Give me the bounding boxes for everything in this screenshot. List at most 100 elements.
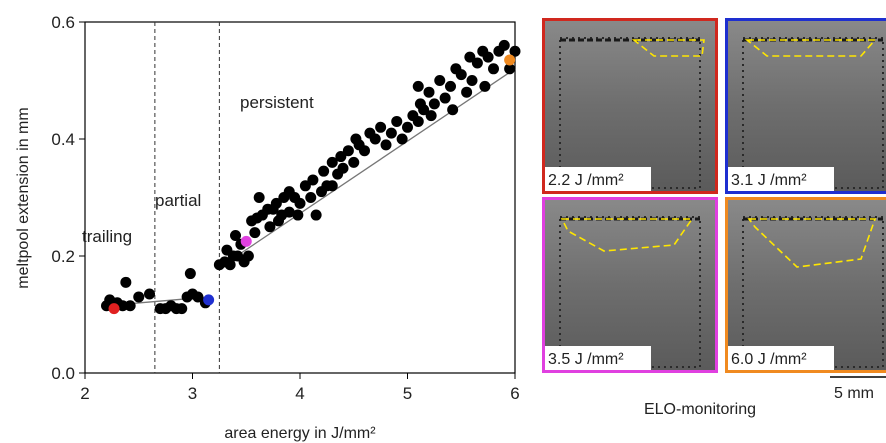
data-point xyxy=(224,259,236,271)
x-tick-label: 6 xyxy=(510,384,519,403)
data-point xyxy=(342,145,354,157)
y-tick-label: 0.6 xyxy=(51,13,75,32)
data-point xyxy=(412,115,424,127)
data-point xyxy=(464,51,476,63)
data-point xyxy=(253,192,265,203)
data-point xyxy=(375,121,387,133)
data-point xyxy=(240,235,252,247)
data-point xyxy=(479,80,491,92)
data-point xyxy=(509,45,521,57)
data-point xyxy=(434,75,446,86)
data-point xyxy=(385,127,397,139)
panel-border xyxy=(542,18,718,194)
y-tick-label: 0.2 xyxy=(51,247,75,266)
data-point xyxy=(283,186,295,198)
data-point xyxy=(270,197,282,209)
data-point xyxy=(380,139,392,151)
panel-image xyxy=(725,197,886,373)
data-point xyxy=(242,250,254,262)
label-box xyxy=(545,346,651,370)
data-point xyxy=(425,110,437,122)
panel-image xyxy=(725,18,886,194)
image-panel: 2.2 J /mm² xyxy=(542,18,718,194)
data-point xyxy=(318,165,330,177)
panel-label: 3.5 J /mm² xyxy=(548,351,624,368)
data-point xyxy=(326,156,338,168)
scale-bar-label: 5 mm xyxy=(834,385,874,402)
x-tick-label: 5 xyxy=(403,384,412,403)
panel-image xyxy=(542,197,718,373)
y-tick-label: 0.0 xyxy=(51,364,75,383)
x-tick-label: 2 xyxy=(80,384,89,403)
x-tick-label: 4 xyxy=(295,384,304,403)
data-point xyxy=(359,145,370,157)
label-box xyxy=(728,167,834,191)
x-axis-title: area energy in J/mm² xyxy=(224,425,376,442)
data-point xyxy=(504,63,516,75)
data-point xyxy=(176,303,188,315)
data-point xyxy=(396,133,408,145)
data-point xyxy=(402,121,413,133)
label-box xyxy=(545,167,651,191)
data-point xyxy=(391,115,403,127)
data-point xyxy=(249,227,261,239)
fit-line xyxy=(219,68,516,269)
y-tick-label: 0.4 xyxy=(51,130,75,149)
data-point xyxy=(326,180,338,192)
panel-label: 6.0 J /mm² xyxy=(731,351,807,368)
panel-image xyxy=(542,18,718,194)
meltpool-outline xyxy=(631,39,705,57)
data-point xyxy=(423,86,435,98)
panel-border xyxy=(725,197,886,373)
data-point xyxy=(120,276,132,288)
label-box xyxy=(728,346,834,370)
data-point xyxy=(455,69,467,81)
y-axis-title: meltpool extension in mm xyxy=(15,107,32,288)
data-point xyxy=(348,156,360,168)
panel-label: 3.1 J /mm² xyxy=(731,172,807,189)
data-point xyxy=(310,209,322,221)
data-point xyxy=(117,300,129,312)
meltpool-outline xyxy=(747,218,877,268)
panel-label: 2.2 J /mm² xyxy=(548,172,624,189)
data-point xyxy=(335,151,347,163)
data-point xyxy=(471,57,483,69)
data-point xyxy=(203,294,215,306)
region-label: partial xyxy=(155,191,201,210)
data-point xyxy=(124,300,136,312)
panel-border xyxy=(725,18,886,194)
data-point xyxy=(307,174,319,186)
image-panel: 6.0 J /mm² xyxy=(725,197,886,373)
data-point xyxy=(445,80,456,92)
data-point xyxy=(184,268,196,280)
meltpool-outline xyxy=(744,39,877,57)
data-point xyxy=(305,192,317,203)
x-tick-label: 3 xyxy=(188,384,197,403)
panel-border xyxy=(542,197,718,373)
data-point xyxy=(294,197,306,209)
data-point xyxy=(466,75,478,86)
data-point xyxy=(264,221,276,233)
data-point xyxy=(292,209,304,221)
data-point xyxy=(337,162,349,174)
data-point xyxy=(482,51,494,63)
data-point xyxy=(369,133,381,145)
image-panel: 3.1 J /mm² xyxy=(725,18,886,194)
data-point xyxy=(412,80,424,92)
region-label: persistent xyxy=(240,93,314,112)
meltpool-outline xyxy=(560,218,694,252)
data-point xyxy=(447,104,459,116)
data-point xyxy=(461,86,473,98)
data-point xyxy=(488,63,499,75)
data-point xyxy=(504,54,516,66)
data-point xyxy=(299,180,311,192)
caption: ELO-monitoring xyxy=(644,401,756,418)
data-point xyxy=(230,230,241,242)
data-point xyxy=(428,98,440,110)
data-point xyxy=(283,206,295,218)
data-point xyxy=(133,291,145,303)
data-point xyxy=(418,104,430,116)
image-panel: 3.5 J /mm² xyxy=(542,197,718,373)
data-point xyxy=(144,288,155,300)
